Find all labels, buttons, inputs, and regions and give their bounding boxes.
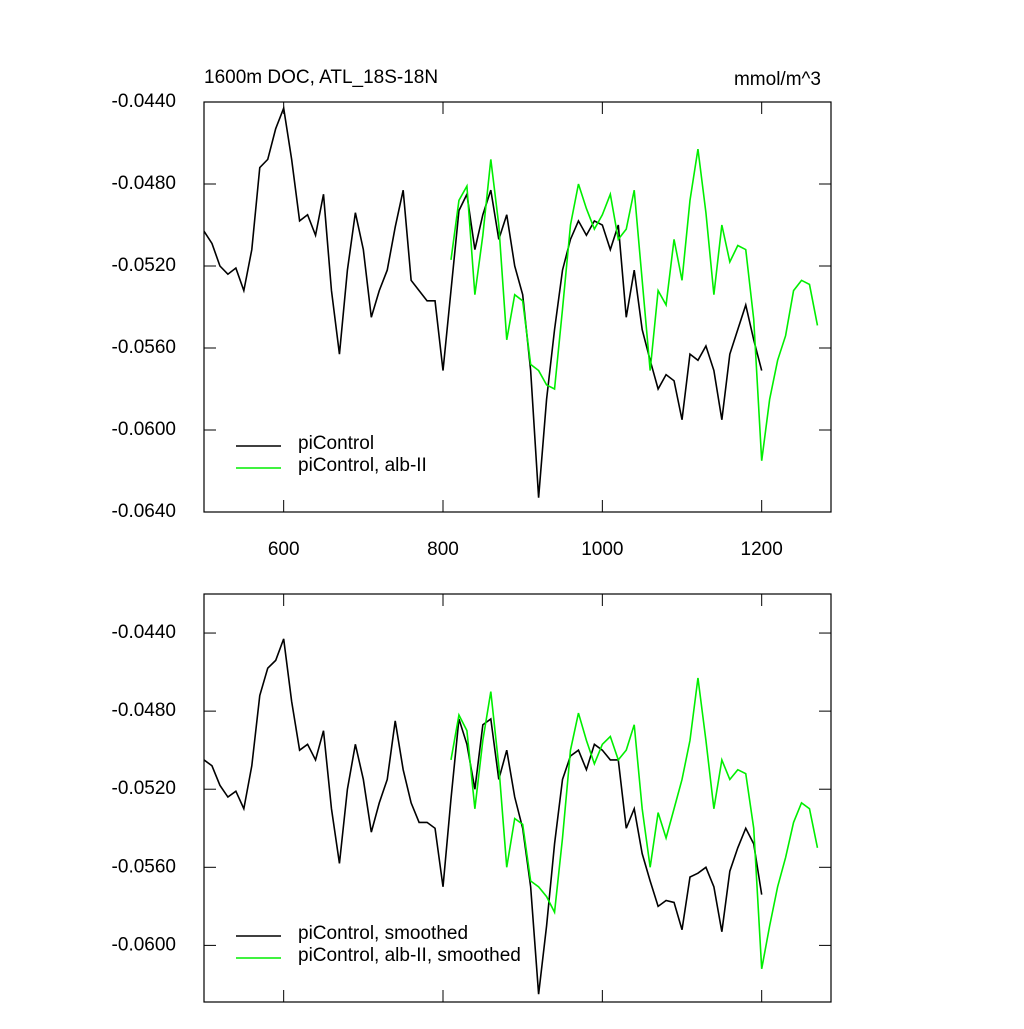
y-tick-label: -0.0560	[112, 856, 176, 877]
x-tick-label: 1200	[741, 539, 783, 560]
legend-label: piControl, smoothed	[298, 923, 468, 944]
panel: -0.0440 -0.0480 -0.0520 -0.0560 -0.0600 piCon…	[112, 593, 832, 1003]
y-tick-label: -0.0640	[112, 501, 176, 522]
y-tick-label: -0.0480	[112, 173, 176, 194]
legend-label: piControl, alb-II, smoothed	[298, 945, 521, 966]
series-line	[204, 638, 763, 995]
y-tick-label: -0.0480	[112, 700, 176, 721]
x-tick-label: 800	[427, 539, 459, 560]
chart-title: 1600m DOC, ATL_18S-18N	[204, 67, 438, 88]
y-tick-label: -0.0440	[112, 622, 176, 643]
plot-frame	[203, 101, 832, 513]
y-tick-label: -0.0440	[112, 91, 176, 112]
y-tick-label: -0.0600	[112, 934, 176, 955]
panel: -0.0440 -0.0480 -0.0520 -0.0560 -0.0600 -0.06…	[112, 67, 832, 560]
series-line	[450, 149, 819, 461]
legend-label: piControl, alb-II	[298, 455, 427, 476]
x-tick-label: 1000	[581, 539, 623, 560]
x-tick-label: 600	[268, 539, 300, 560]
units-label: mmol/m^3	[734, 69, 821, 90]
legend-label: piControl	[298, 433, 374, 454]
y-tick-label: -0.0520	[112, 778, 176, 799]
y-tick-label: -0.0560	[112, 337, 176, 358]
series-line	[450, 677, 819, 969]
plot-frame	[203, 593, 832, 1003]
series-line	[204, 105, 763, 498]
y-tick-label: -0.0600	[112, 419, 176, 440]
y-tick-label: -0.0520	[112, 255, 176, 276]
